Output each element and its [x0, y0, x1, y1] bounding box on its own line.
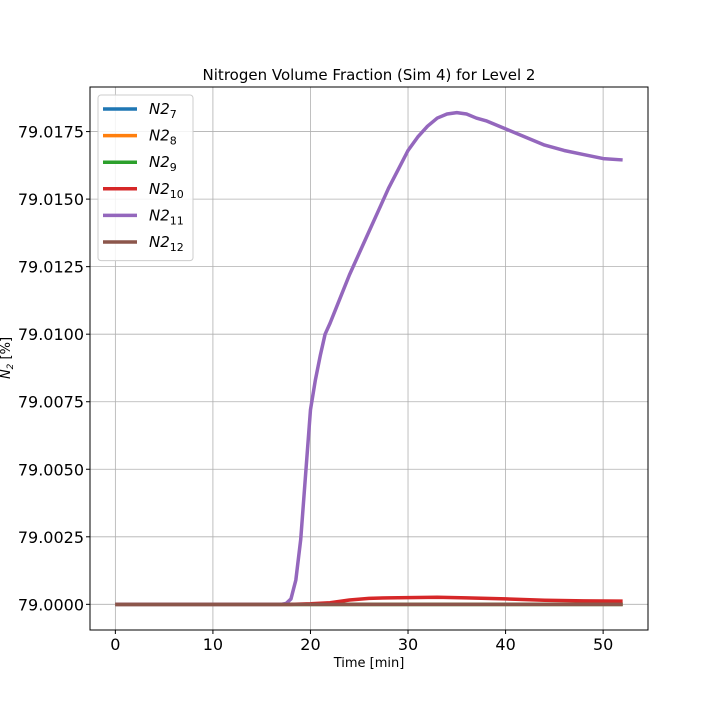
legend-label: N27: [149, 100, 177, 121]
y-tick-label: 79.0000: [18, 595, 84, 614]
x-axis: 0 10 20 30 40 50: [110, 630, 613, 654]
y-tick-label: 79.0150: [18, 190, 84, 209]
legend-label: N29: [149, 153, 177, 174]
x-tick-label: 0: [110, 635, 120, 654]
legend-label: N212: [149, 233, 184, 254]
y-tick-label: 79.0050: [18, 460, 84, 479]
legend-label: N28: [149, 127, 177, 148]
series-line-n2-11: [115, 110, 623, 607]
y-tick-label: 79.0025: [18, 528, 84, 547]
chart-title: Nitrogen Volume Fraction (Sim 4) for Lev…: [203, 66, 536, 84]
plot-frame: [89, 86, 649, 631]
y-tick-label: 79.0075: [18, 393, 84, 412]
legend-box: [97, 94, 194, 262]
x-tick-label: 40: [495, 635, 515, 654]
y-tick-label: 79.0125: [18, 258, 84, 277]
legend-label: N211: [149, 206, 184, 227]
legend-label: N210: [149, 180, 184, 201]
y-axis: 79.0000 79.0025 79.0050 79.0075 79.0100 79.01…: [18, 123, 90, 614]
x-tick-label: 50: [593, 635, 613, 654]
series-lines: [115, 110, 623, 607]
x-tick-label: 30: [398, 635, 418, 654]
y-axis-label: N2 [%]: [0, 337, 16, 379]
y-tick-label: 79.0100: [18, 325, 84, 344]
x-tick-label: 10: [203, 635, 223, 654]
x-axis-label: Time [min]: [333, 656, 405, 671]
legend: N27 N28 N29 N210 N211 N212: [97, 94, 194, 262]
y-tick-label: 79.0175: [18, 123, 84, 142]
x-tick-label: 20: [300, 635, 320, 654]
grid: [90, 87, 648, 630]
